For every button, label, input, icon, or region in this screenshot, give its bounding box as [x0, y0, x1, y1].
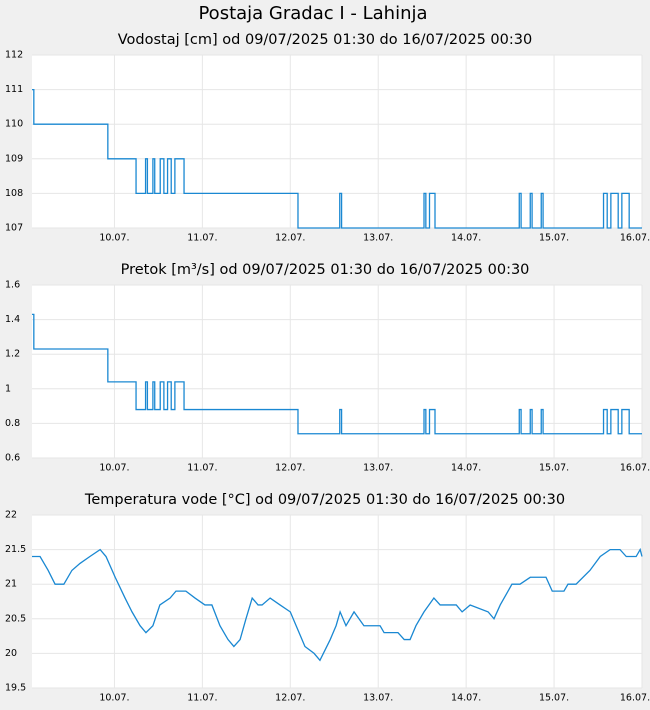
x-tick-label: 14.07. — [451, 463, 481, 474]
y-tick-label: 21 — [5, 579, 17, 590]
x-tick-label: 11.07. — [187, 463, 217, 474]
y-tick-label: 1.2 — [5, 349, 20, 360]
x-tick-label: 12.07. — [275, 233, 305, 244]
x-tick-label: 14.07. — [451, 693, 481, 704]
y-tick-label: 112 — [5, 50, 23, 61]
data-line — [32, 547, 643, 662]
x-tick-label: 10.07. — [99, 233, 129, 244]
chart-title: Vodostaj [cm] od 09/07/2025 01:30 do 16/… — [118, 32, 532, 48]
y-tick-label: 21.5 — [5, 544, 26, 555]
y-tick-label: 109 — [5, 153, 23, 164]
y-tick-label: 20 — [5, 648, 17, 659]
plot-area — [32, 285, 642, 458]
y-tick-label: 1 — [5, 383, 11, 394]
y-tick-label: 108 — [5, 188, 23, 199]
x-tick-label: 15.07. — [539, 693, 569, 704]
x-tick-label: 12.07. — [275, 693, 305, 704]
y-tick-label: 107 — [5, 223, 23, 234]
y-tick-label: 1.6 — [5, 280, 20, 291]
data-line — [32, 88, 642, 229]
y-tick-label: 20.5 — [5, 613, 26, 624]
data-line — [32, 313, 642, 435]
x-tick-label: 13.07. — [363, 693, 393, 704]
y-tick-label: 110 — [5, 119, 23, 130]
page-title: Postaja Gradac I - Lahinja — [198, 3, 427, 24]
x-tick-label: 10.07. — [99, 463, 129, 474]
chart-title: Temperatura vode [°C] od 09/07/2025 01:3… — [84, 492, 565, 508]
x-tick-label: 14.07. — [451, 233, 481, 244]
y-tick-label: 19.5 — [5, 683, 26, 694]
x-tick-label: 15.07. — [539, 233, 569, 244]
x-tick-label: 10.07. — [99, 693, 129, 704]
x-tick-label: 15.07. — [539, 463, 569, 474]
x-tick-label: 13.07. — [363, 463, 393, 474]
x-tick-label: 11.07. — [187, 233, 217, 244]
x-tick-label: 16.07. — [620, 463, 650, 474]
x-tick-label: 12.07. — [275, 463, 305, 474]
y-tick-label: 1.4 — [5, 314, 20, 325]
y-tick-label: 0.6 — [5, 453, 20, 464]
y-tick-label: 111 — [5, 84, 23, 95]
x-tick-label: 16.07. — [620, 693, 650, 704]
x-tick-label: 13.07. — [363, 233, 393, 244]
chart-title: Pretok [m³/s] od 09/07/2025 01:30 do 16/… — [121, 262, 530, 278]
x-tick-label: 16.07. — [620, 233, 650, 244]
y-tick-label: 0.8 — [5, 418, 20, 429]
y-tick-label: 22 — [5, 510, 17, 521]
plot-area — [32, 55, 642, 228]
x-tick-label: 11.07. — [187, 693, 217, 704]
plot-area — [32, 515, 642, 688]
